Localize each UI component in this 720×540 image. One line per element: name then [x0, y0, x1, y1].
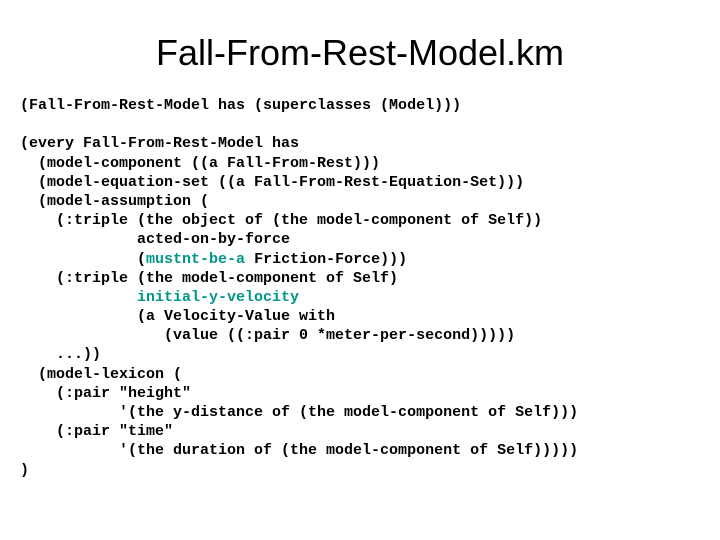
code-line: (model-component ((a Fall-From-Rest)))	[20, 154, 700, 173]
code-line: '(the y-distance of (the model-component…	[20, 403, 700, 422]
slide: Fall-From-Rest-Model.km (Fall-From-Rest-…	[0, 0, 720, 540]
code-line: )	[20, 461, 700, 480]
code-line: (every Fall-From-Rest-Model has	[20, 134, 700, 153]
code-line: (a Velocity-Value with	[20, 307, 700, 326]
slide-title: Fall-From-Rest-Model.km	[20, 32, 700, 74]
code-line: acted-on-by-force	[20, 230, 700, 249]
code-line: (model-assumption (	[20, 192, 700, 211]
code-line: (:triple (the model-component of Self)	[20, 269, 700, 288]
code-line: ...))	[20, 345, 700, 364]
code-line: initial-y-velocity	[20, 288, 700, 307]
code-line: (value ((:pair 0 *meter-per-second)))))	[20, 326, 700, 345]
highlight-term: mustnt-be-a	[146, 251, 245, 268]
highlight-term: initial-y-velocity	[137, 289, 299, 306]
code-line: '(the duration of (the model-component o…	[20, 441, 700, 460]
code-line: (mustnt-be-a Friction-Force)))	[20, 250, 700, 269]
code-line: (Fall-From-Rest-Model has (superclasses …	[20, 96, 700, 115]
code-line: (model-lexicon (	[20, 365, 700, 384]
code-line: (:pair "height"	[20, 384, 700, 403]
code-line: (model-equation-set ((a Fall-From-Rest-E…	[20, 173, 700, 192]
code-block: (Fall-From-Rest-Model has (superclasses …	[20, 96, 700, 480]
code-line: (:triple (the object of (the model-compo…	[20, 211, 700, 230]
code-line: (:pair "time"	[20, 422, 700, 441]
code-line	[20, 115, 700, 134]
